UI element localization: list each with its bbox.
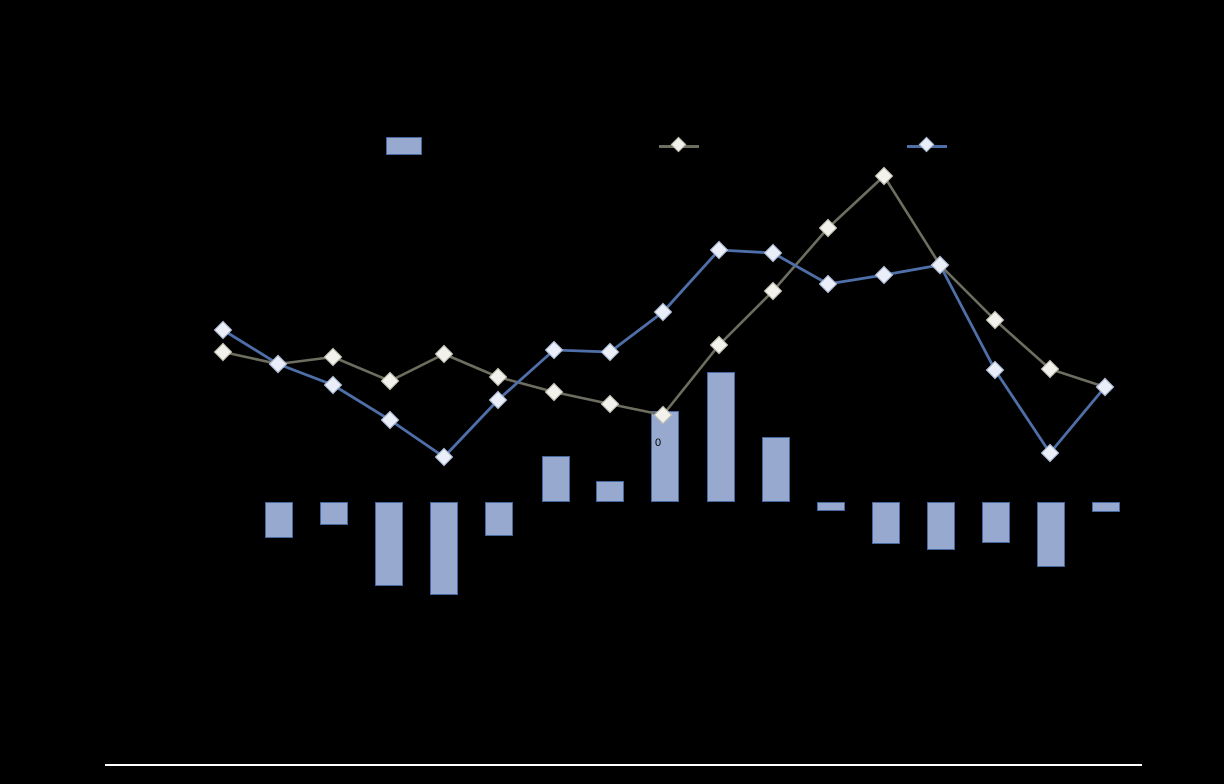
- blue-line-marker-9: [653, 302, 673, 322]
- legend-entry-blue-line[interactable]: [907, 128, 955, 164]
- legend-entry-bars[interactable]: [386, 128, 430, 164]
- blue-line-marker-8: [600, 342, 620, 362]
- line-marker-icon-blue: [907, 136, 947, 153]
- gray-line-marker-13: [874, 166, 894, 186]
- bar-1: [265, 502, 293, 538]
- bar-7: [596, 481, 624, 502]
- gray-line-marker-4: [380, 371, 400, 391]
- gray-line-marker-5: [434, 344, 454, 364]
- bar-12: [872, 502, 900, 544]
- line-marker-icon-gray: [659, 136, 699, 153]
- blue-line-marker-10: [709, 240, 729, 260]
- gray-line-marker-10: [709, 335, 729, 355]
- bottom-rule: [105, 764, 1142, 766]
- gray-line-marker-15: [985, 310, 1005, 330]
- bar-6: [542, 456, 570, 502]
- blue-line-marker-13: [874, 265, 894, 285]
- bar-5: [485, 502, 513, 536]
- gray-line-marker-1: [213, 342, 233, 362]
- bar-14: [982, 502, 1010, 543]
- data-label-1: 0: [655, 437, 662, 449]
- bar-11: [817, 502, 845, 511]
- bar-16: [1092, 502, 1120, 512]
- blue-line-marker-12: [818, 274, 838, 294]
- gray-line-marker-3: [323, 347, 343, 367]
- blue-line-marker-5: [434, 447, 454, 467]
- blue-line-marker-15: [985, 360, 1005, 380]
- blue-line-marker-14: [930, 255, 950, 275]
- blue-line-marker-16: [1040, 443, 1060, 463]
- blue-line-marker-2: [268, 354, 288, 374]
- blue-line-marker-6: [488, 390, 508, 410]
- gray-line-marker-11: [763, 281, 783, 301]
- chart-legend: [0, 128, 1224, 168]
- blue-line-marker-1: [213, 320, 233, 340]
- bar-15: [1037, 502, 1065, 567]
- bar-swatch-icon: [386, 137, 422, 155]
- gray-line-marker-16: [1040, 359, 1060, 379]
- blue-line-marker-7: [544, 340, 564, 360]
- bar-13: [927, 502, 955, 550]
- blue-line-marker-17: [1095, 377, 1115, 397]
- gray-line-marker-8: [600, 394, 620, 414]
- bar-2: [320, 502, 348, 525]
- blue-line-marker-4: [380, 410, 400, 430]
- blue-line-marker-3: [323, 375, 343, 395]
- gray-line-marker-6: [488, 367, 508, 387]
- gray-line-path: [221, 174, 1107, 417]
- gray-line-marker-12: [818, 218, 838, 238]
- bar-3: [375, 502, 403, 586]
- bar-9: [707, 372, 735, 502]
- bar-8: [651, 411, 679, 502]
- bar-4: [430, 502, 458, 595]
- legend-entry-gray-line[interactable]: [659, 128, 707, 164]
- gray-line-marker-7: [544, 382, 564, 402]
- blue-line-marker-11: [763, 243, 783, 263]
- bar-10: [762, 437, 790, 502]
